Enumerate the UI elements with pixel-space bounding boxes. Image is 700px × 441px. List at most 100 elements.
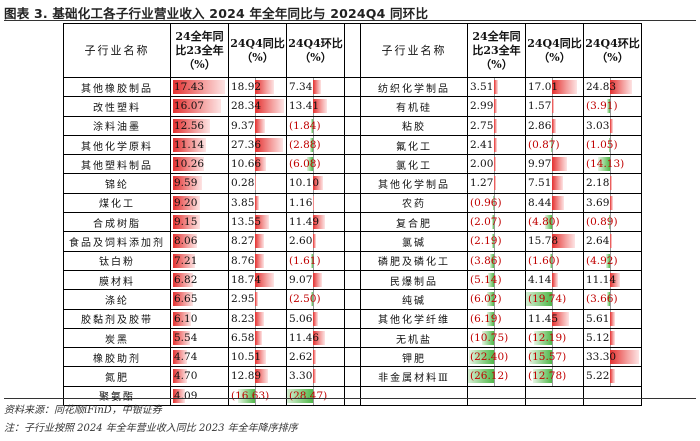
value-cell-q4qoq: 13.41 — [286, 96, 345, 117]
negative-bar — [487, 292, 495, 307]
header-q4yoy-line1: 24Q4同比 — [230, 36, 285, 50]
value-cell-q4qoq: (2.88) — [286, 134, 345, 156]
value-label: (3.86) — [470, 254, 502, 267]
value-cell-q4yoy: 6.58 — [228, 327, 287, 349]
positive-bar — [173, 311, 192, 326]
value-cell-yoy: 11.14 — [170, 134, 229, 156]
positive-bar — [313, 195, 315, 210]
value-cell-q4qoq: 9.07 — [286, 269, 345, 291]
subindustry-name-right: 其他化学制品 — [360, 173, 468, 194]
value-cell-yoy: 9.59 — [170, 173, 229, 194]
table-row: 聚氨酯 4.09 (16.63) (28.47) — [63, 385, 642, 407]
header-row: 子行业名称 24全年同 比23全年 （%） 24Q4同比 （%） 24Q4环比 … — [63, 23, 642, 78]
subindustry-name-right: 民爆制品 — [360, 269, 468, 291]
positive-bar — [173, 176, 202, 191]
value-label: (1.84) — [289, 119, 321, 132]
positive-bar — [255, 137, 284, 152]
value-cell-q4yoy: 11.45 — [525, 308, 584, 329]
value-label: 9.15 — [174, 216, 198, 229]
header-q4qoq-line1: 24Q4环比 — [585, 36, 640, 50]
subindustry-name-right: 复合肥 — [360, 212, 468, 233]
negative-bar — [489, 253, 495, 268]
header-q4yoy-right: 24Q4同比 （%） — [525, 23, 584, 78]
negative-bar — [534, 330, 553, 345]
value-label: 2.64 — [586, 235, 610, 248]
subindustry-name-right: 纯碱 — [360, 289, 468, 310]
header-name-right: 子行业名称 — [360, 23, 468, 78]
positive-bar — [173, 272, 194, 287]
bar-axis — [552, 213, 554, 231]
positive-bar — [255, 253, 265, 268]
value-label: 5.61 — [586, 312, 610, 325]
value-label: 6.58 — [231, 331, 255, 344]
value-cell-q4qoq: 2.62 — [286, 347, 345, 368]
value-label: (0.87) — [528, 138, 560, 151]
value-cell-q4yoy: 10.66 — [228, 154, 287, 175]
subindustry-name-left: 锦纶 — [63, 173, 171, 194]
table-row: 涤纶 6.65 2.95 (2.50) 纯碱 (6.02) (19.74) (3.66) — [63, 289, 642, 310]
negative-bar — [487, 311, 495, 326]
value-label: 28.34 — [231, 100, 262, 113]
value-cell-q4qoq: (1.61) — [286, 250, 345, 271]
value-label: 2.60 — [289, 235, 313, 248]
bar-axis — [255, 175, 257, 193]
value-label: (12.19) — [528, 331, 567, 344]
value-cell-q4qoq: (1.84) — [286, 115, 345, 136]
positive-bar — [255, 369, 269, 384]
value-label: (12.78) — [528, 370, 567, 383]
subindustry-name-left: 胶黏剂及胶带 — [63, 308, 171, 329]
value-label: 8.27 — [231, 235, 255, 248]
value-cell-q4yoy: 10.51 — [228, 347, 287, 368]
value-cell-q4qoq: 24.83 — [583, 76, 642, 98]
column-gap — [344, 347, 361, 368]
table-row: 煤化工 9.20 3.85 1.16 农药 (0.96) 8.44 3.69 — [63, 192, 642, 214]
negative-bar — [606, 99, 611, 114]
subindustry-name-right: 农药 — [360, 192, 468, 214]
positive-bar — [173, 234, 198, 249]
bar-axis — [552, 290, 554, 309]
bar-axis — [255, 387, 257, 405]
column-gap — [344, 366, 361, 387]
value-label: 16.07 — [174, 100, 205, 113]
bar-axis — [494, 213, 496, 231]
column-gap — [344, 134, 361, 156]
value-label: 5.22 — [586, 370, 610, 383]
value-cell-q4yoy: 4.14 — [525, 269, 584, 291]
positive-bar — [173, 215, 201, 230]
value-cell-q4yoy: 15.78 — [525, 231, 584, 252]
positive-bar — [313, 176, 324, 191]
positive-bar — [255, 311, 264, 326]
value-label: 13.55 — [231, 216, 262, 229]
negative-bar — [491, 215, 495, 230]
value-cell-yoy: 10.26 — [170, 154, 229, 175]
column-gap — [344, 231, 361, 252]
value-cell-q4yoy: (0.87) — [525, 134, 584, 156]
value-label: 33.30 — [586, 351, 617, 364]
value-cell-q4qoq: (0.89) — [583, 212, 642, 233]
column-gap — [344, 250, 361, 271]
value-cell-q4yoy: 0.28 — [228, 173, 287, 194]
value-cell-yoy: (0.96) — [467, 192, 526, 214]
table-row: 其他塑料制品 10.26 10.66 (6.08) 氯化工 2.00 9.97 (14.13) — [63, 154, 642, 175]
header-q4yoy-line2: （%） — [241, 50, 274, 64]
value-label: (1.05) — [586, 138, 618, 151]
value-label: 4.70 — [174, 370, 198, 383]
value-label: 6.65 — [174, 293, 198, 306]
value-label: 12.56 — [174, 119, 205, 132]
value-label: (0.96) — [470, 196, 502, 209]
column-gap — [344, 269, 361, 291]
value-label: 7.51 — [528, 177, 552, 190]
subindustry-name-right: 氟化工 — [360, 134, 468, 156]
value-cell-yoy: (10.75) — [467, 327, 526, 349]
value-cell-q4qoq: 33.30 — [583, 347, 642, 368]
positive-bar — [255, 350, 266, 365]
value-label: (2.07) — [470, 216, 502, 229]
value-label: 10.66 — [231, 158, 262, 171]
positive-bar — [173, 99, 221, 114]
value-label: 12.89 — [231, 370, 262, 383]
positive-bar — [313, 369, 317, 384]
value-label: (19.74) — [528, 293, 567, 306]
positive-bar — [255, 215, 269, 230]
subindustry-name-right: 氯化工 — [360, 154, 468, 175]
column-gap — [344, 173, 361, 194]
